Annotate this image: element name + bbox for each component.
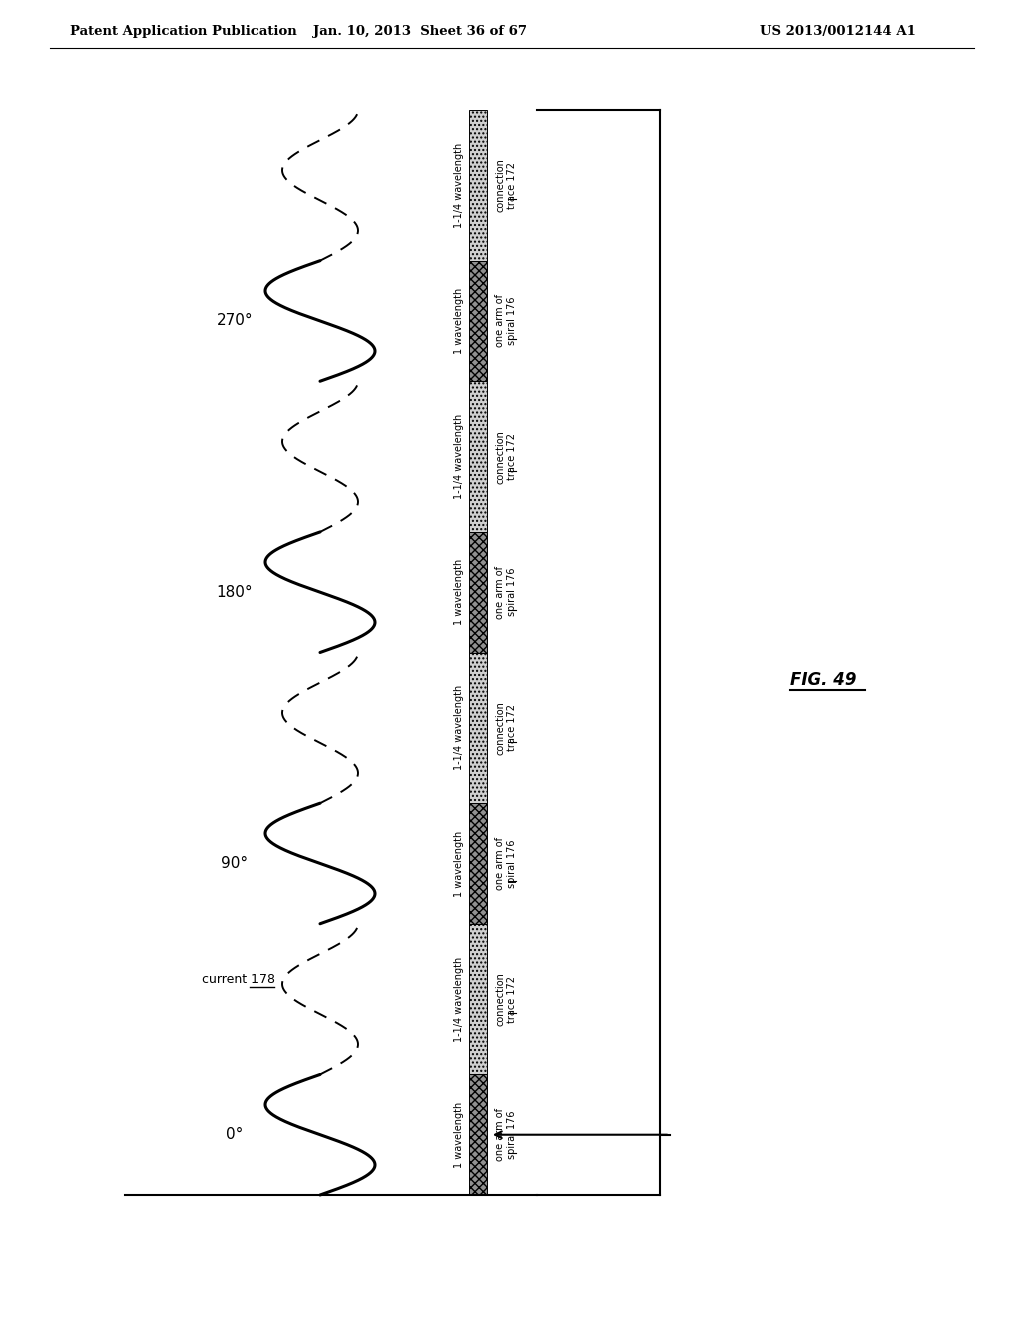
Bar [469,924,487,1074]
Text: 270°: 270° [217,313,253,329]
Text: one arm of: one arm of [495,837,505,890]
Text: connection: connection [495,429,505,483]
Bar [469,1074,487,1195]
Bar [469,532,487,652]
Text: 180°: 180° [217,585,253,599]
Text: FIG. 49: FIG. 49 [790,671,856,689]
Text: 1 wavelength: 1 wavelength [454,560,464,626]
Text: trace 172: trace 172 [507,162,517,209]
Text: 0°: 0° [226,1127,244,1142]
Text: connection: connection [495,701,505,755]
Text: spiral 176: spiral 176 [507,840,517,888]
Text: current 178: current 178 [202,973,275,986]
Text: 1 wavelength: 1 wavelength [454,1102,464,1168]
Bar [469,803,487,924]
Text: 1-1/4 wavelength: 1-1/4 wavelength [454,957,464,1041]
Text: one arm of: one arm of [495,566,505,619]
Text: spiral 176: spiral 176 [507,568,517,616]
Text: 1-1/4 wavelength: 1-1/4 wavelength [454,143,464,228]
Text: trace 172: trace 172 [507,705,517,751]
Text: 1-1/4 wavelength: 1-1/4 wavelength [454,414,464,499]
Text: trace 172: trace 172 [507,975,517,1023]
Bar [469,381,487,532]
Text: one arm of: one arm of [495,1109,505,1162]
Text: Patent Application Publication: Patent Application Publication [70,25,297,38]
Text: 1-1/4 wavelength: 1-1/4 wavelength [454,685,464,771]
Bar [469,260,487,381]
Text: connection: connection [495,158,505,213]
Text: spiral 176: spiral 176 [507,1110,517,1159]
Text: 90°: 90° [221,855,249,871]
Bar [469,652,487,803]
Text: trace 172: trace 172 [507,433,517,480]
Text: Jan. 10, 2013  Sheet 36 of 67: Jan. 10, 2013 Sheet 36 of 67 [313,25,527,38]
Text: 1 wavelength: 1 wavelength [454,288,464,354]
Text: one arm of: one arm of [495,294,505,347]
Text: US 2013/0012144 A1: US 2013/0012144 A1 [760,25,915,38]
Text: spiral 176: spiral 176 [507,297,517,346]
Text: 1 wavelength: 1 wavelength [454,830,464,896]
Text: connection: connection [495,972,505,1026]
Bar [469,110,487,260]
